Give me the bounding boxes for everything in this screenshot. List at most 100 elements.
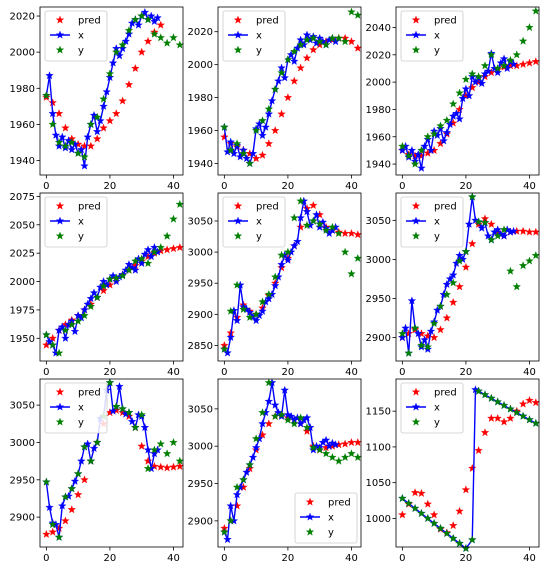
point-pred [80,475,89,484]
legend-star-pred [305,497,315,506]
point-y [474,72,483,81]
legend-label-pred: pred [256,202,279,213]
point-pred [429,510,439,519]
y-tick-label: 1980 [10,84,35,95]
y-tick-label: 1940 [10,156,35,167]
legend-marker-pred [411,201,421,210]
x-tick-label: 40 [167,553,180,564]
point-pred [124,80,134,89]
point-pred [347,229,356,238]
point-y [124,265,134,274]
legend-star-x [233,216,243,225]
point-y [448,278,458,287]
subplot-1: 0 20 40 1940 1960 1980 2000 2020 pred xy [10,6,185,192]
legend-marker-pred [233,201,243,210]
point-y [480,390,490,399]
point-pred [429,333,439,342]
y-tick-label: 1000 [366,514,391,525]
y-tick-label: 3050 [10,401,35,412]
legend-marker-x [406,216,426,225]
point-x [280,385,289,394]
point-pred [156,20,165,29]
point-y [99,281,108,290]
point-pred [461,485,471,494]
point-x [280,73,289,82]
series-y [42,378,185,541]
point-y [112,47,121,56]
point-y [404,498,413,507]
point-x [509,226,518,235]
y-tick-label: 2025 [10,249,35,260]
legend: pred xy [400,10,464,62]
point-pred [61,123,70,132]
point-x [302,207,312,216]
point-y [61,141,70,150]
point-x [258,419,267,428]
subplot-9: 0 20 40 1000 1050 1100 1150 pred xy [366,378,541,564]
legend-label-x: x [78,31,84,42]
point-y [410,159,420,168]
y-tick-label: 2950 [188,279,213,290]
point-pred [92,134,102,143]
point-x [83,132,92,141]
point-pred [48,333,57,342]
legend-marker-y [411,417,421,426]
point-x [277,260,286,269]
point-x [283,255,293,264]
point-x [118,44,127,53]
point-y [480,61,490,70]
point-y [143,15,153,24]
point-pred [137,441,146,450]
point-x [420,141,429,150]
point-y [296,196,305,205]
legend-marker-x [228,216,248,225]
legend-star-x [55,402,65,411]
point-y [334,33,343,42]
point-x [258,306,267,315]
y-tick-label: 2000 [188,60,213,71]
y-tick-label: 2020 [366,50,391,61]
point-x [48,109,57,118]
point-x [147,252,156,261]
point-pred [474,446,483,455]
point-y [429,518,439,527]
axes-frame [217,192,362,362]
point-y [461,74,471,83]
point-y [150,445,159,454]
point-x [248,149,258,158]
axes-frame [395,192,540,362]
point-y [493,64,502,73]
point-pred [220,132,229,141]
legend: pred xy [400,196,464,248]
point-y [264,289,274,299]
point-y [461,247,471,256]
legend-star-x [55,216,65,225]
point-y [347,269,356,278]
point-y [499,225,509,234]
point-y [226,306,235,315]
point-x [293,237,302,246]
y-tick-label: 3000 [366,255,391,266]
point-pred [169,244,178,253]
y-tick-label: 2000 [366,78,391,89]
legend-star-pred [411,387,421,396]
y-tick-label: 2900 [10,513,35,524]
point-y [150,247,159,256]
point-y [493,397,502,406]
point-x [89,444,99,453]
x-tick-label: 0 [43,553,49,564]
point-pred [480,428,490,437]
point-y [315,445,324,454]
point-y [270,411,280,420]
point-y [493,231,502,240]
series-y [398,192,541,357]
point-y [169,33,178,42]
point-pred [277,109,286,118]
point-y [423,513,432,522]
legend-marker-x [50,30,70,39]
axes-frame [395,378,540,548]
point-y [512,282,521,291]
point-x [267,96,277,105]
point-y [404,348,413,357]
point-x [414,329,423,338]
